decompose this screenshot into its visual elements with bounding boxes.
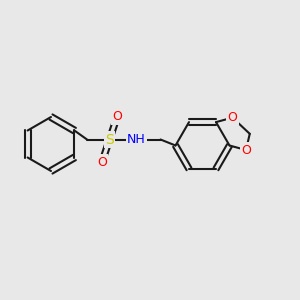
Text: O: O — [228, 111, 237, 124]
Text: O: O — [112, 110, 122, 124]
Text: S: S — [105, 133, 114, 146]
Text: O: O — [241, 143, 251, 157]
Text: O: O — [97, 155, 107, 169]
Text: NH: NH — [127, 133, 146, 146]
